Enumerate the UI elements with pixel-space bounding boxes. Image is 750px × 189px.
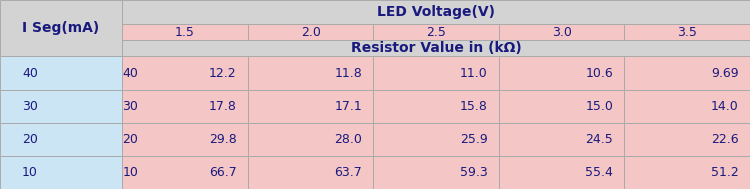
Text: LED Voltage(V): LED Voltage(V) <box>377 5 495 19</box>
Text: 9.69: 9.69 <box>711 67 739 80</box>
Bar <box>248 123 374 156</box>
Text: 55.4: 55.4 <box>585 166 614 179</box>
Bar <box>248 24 374 40</box>
Text: 10: 10 <box>122 166 138 179</box>
Bar <box>122 57 248 90</box>
Text: 1.5: 1.5 <box>175 26 195 39</box>
Bar <box>122 90 248 123</box>
Bar <box>0 90 122 123</box>
Text: 17.1: 17.1 <box>334 100 362 113</box>
Text: 30: 30 <box>122 100 138 113</box>
Bar <box>625 123 750 156</box>
Bar <box>374 90 499 123</box>
Text: 66.7: 66.7 <box>209 166 236 179</box>
Text: 29.8: 29.8 <box>209 133 236 146</box>
Bar <box>122 24 248 40</box>
Text: 12.2: 12.2 <box>209 67 236 80</box>
Text: 17.8: 17.8 <box>209 100 236 113</box>
Text: 40: 40 <box>22 67 38 80</box>
Text: 11.0: 11.0 <box>460 67 488 80</box>
Bar <box>0 57 122 90</box>
Text: I Seg(mA): I Seg(mA) <box>22 21 100 35</box>
Text: 2.5: 2.5 <box>426 26 446 39</box>
Text: 15.8: 15.8 <box>460 100 488 113</box>
Text: 24.5: 24.5 <box>586 133 614 146</box>
Text: 22.6: 22.6 <box>711 133 739 146</box>
Bar <box>625 57 750 90</box>
Bar <box>122 123 248 156</box>
Bar <box>625 156 750 189</box>
Bar <box>374 24 499 40</box>
Text: 63.7: 63.7 <box>334 166 362 179</box>
Bar <box>248 90 374 123</box>
Bar <box>374 123 499 156</box>
Bar <box>122 156 248 189</box>
Bar <box>0 123 122 156</box>
Text: 20: 20 <box>122 133 138 146</box>
Text: 2.0: 2.0 <box>301 26 320 39</box>
Text: 10: 10 <box>22 166 38 179</box>
Text: 28.0: 28.0 <box>334 133 362 146</box>
Text: 14.0: 14.0 <box>711 100 739 113</box>
Text: 10.6: 10.6 <box>586 67 614 80</box>
Text: 25.9: 25.9 <box>460 133 488 146</box>
Bar <box>499 156 625 189</box>
Text: 20: 20 <box>22 133 38 146</box>
Bar <box>499 24 625 40</box>
Bar <box>248 156 374 189</box>
Text: 51.2: 51.2 <box>711 166 739 179</box>
Bar <box>625 24 750 40</box>
Text: Resistor Value in (kΩ): Resistor Value in (kΩ) <box>351 41 521 55</box>
Bar <box>248 57 374 90</box>
Text: 59.3: 59.3 <box>460 166 488 179</box>
Bar <box>0 0 122 57</box>
Bar <box>122 40 750 57</box>
Bar <box>499 123 625 156</box>
Bar <box>499 90 625 123</box>
Bar <box>625 90 750 123</box>
Text: 15.0: 15.0 <box>585 100 614 113</box>
Bar <box>0 156 122 189</box>
Text: 40: 40 <box>122 67 138 80</box>
Text: 3.5: 3.5 <box>677 26 698 39</box>
Bar <box>499 57 625 90</box>
Text: 3.0: 3.0 <box>552 26 572 39</box>
Text: 30: 30 <box>22 100 38 113</box>
Bar <box>374 57 499 90</box>
Text: 11.8: 11.8 <box>334 67 362 80</box>
Bar <box>122 0 750 24</box>
Bar <box>374 156 499 189</box>
